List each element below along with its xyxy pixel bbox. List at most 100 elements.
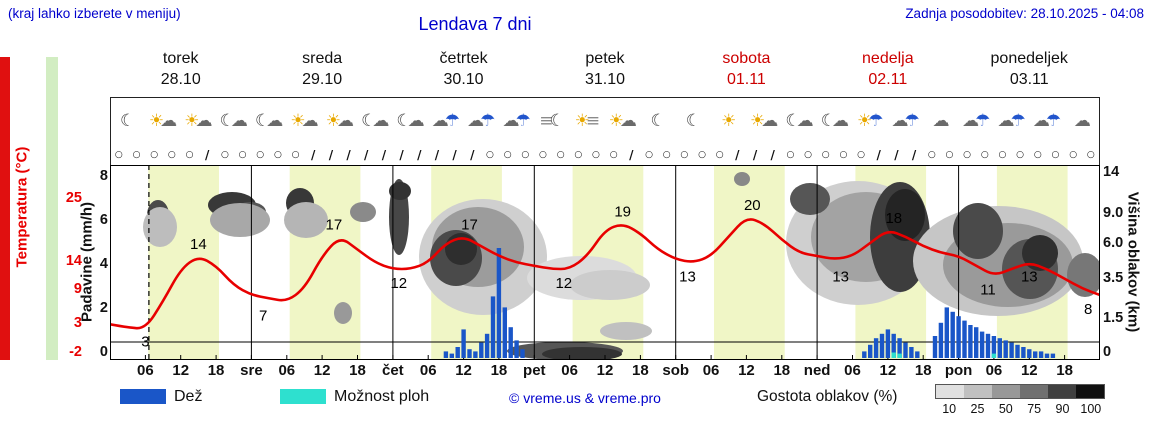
time-axis-label: 18 — [1056, 362, 1073, 379]
rain-bar — [514, 340, 519, 358]
temperature-value-label: 19 — [614, 204, 631, 221]
weather-glyph-icon: ☾ — [219, 111, 235, 131]
day-header-nedelja: nedelja 02.11 — [817, 50, 958, 94]
axis-tick: 8 — [99, 168, 108, 184]
day-date: 29.10 — [302, 71, 343, 88]
wind-calm-icon: ○ — [1069, 150, 1078, 160]
weather-icon: ☾ — [676, 111, 711, 131]
wind-barb-icon: / — [381, 148, 387, 162]
time-axis-label: 06 — [985, 362, 1003, 379]
wind-calm-icon: ○ — [1086, 150, 1095, 160]
weather-glyph-icon: ☁ — [195, 111, 213, 131]
day-header-sobota: sobota 01.11 — [676, 50, 817, 94]
rain-bar — [868, 344, 873, 358]
weather-glyph-icon: ☁ — [336, 111, 354, 131]
copyright-link[interactable]: © vreme.us & vreme.pro — [509, 390, 661, 406]
wind-barb-icon: / — [770, 148, 775, 162]
rain-bar — [1033, 351, 1038, 358]
rain-bar — [496, 248, 502, 358]
day-header-četrtek: četrtek 30.10 — [393, 50, 534, 94]
axis-tick: -2 — [69, 344, 82, 360]
rain-bar — [508, 327, 513, 358]
weather-glyph-icon: ☾ — [785, 111, 801, 131]
weather-glyph-icon: ☁ — [230, 111, 248, 131]
wind-barb-icon: / — [629, 148, 634, 162]
weather-glyph-icon: ☁ — [962, 111, 980, 131]
rain-bar — [520, 349, 525, 358]
time-axis-label: 12 — [1020, 362, 1038, 379]
day-header-torek: torek 28.10 — [110, 50, 251, 94]
weather-glyph-icon: ☾ — [549, 111, 565, 131]
weather-icon: ☁☂ — [499, 111, 534, 131]
weather-glyph-icon: ☁ — [407, 111, 425, 131]
shower-mark — [897, 353, 902, 358]
rain-bar — [1044, 353, 1050, 358]
time-axis-label: 12 — [596, 362, 614, 379]
weather-icon: ☀☁ — [145, 111, 180, 131]
rain-bar — [467, 349, 472, 358]
time-axis-label: 18 — [490, 362, 508, 379]
weather-glyph-icon: ☾ — [650, 111, 666, 131]
weather-glyph-icon: ☀ — [721, 111, 737, 131]
rain-bar — [938, 322, 944, 358]
day-headers: torek 28.10 sreda 29.10 četrtek 30.10 petek 31.… — [110, 50, 1100, 94]
weather-icon: ≡☾ — [534, 111, 569, 131]
weather-glyph-icon: ☁ — [502, 111, 520, 131]
time-axis-label: 06 — [137, 362, 154, 379]
wind-barb-icon: / — [735, 148, 740, 162]
temperature-value-label: 13 — [679, 269, 696, 286]
wind-calm-icon: ○ — [821, 150, 830, 160]
weather-glyph-icon: ☾ — [685, 111, 702, 131]
weather-glyph-icon: ☾ — [120, 111, 136, 131]
wind-calm-icon: ○ — [609, 150, 618, 160]
temperature-value-label: 18 — [885, 210, 902, 227]
weather-glyph-icon: ≡ — [585, 111, 601, 131]
day-header-petek: petek 31.10 — [534, 50, 675, 94]
wind-calm-icon: ○ — [857, 150, 865, 160]
wind-calm-icon: ○ — [167, 150, 176, 160]
wind-calm-icon: ○ — [1016, 150, 1025, 160]
last-update: Zadnja posodobitev: 28.10.2025 - 04:08 — [905, 6, 1144, 21]
weather-icon: ☀☁ — [605, 111, 640, 131]
weather-icon: ☀☁ — [746, 111, 781, 131]
wind-calm-icon: ○ — [185, 150, 194, 160]
day-header-ponedeljek: ponedeljek 03.11 — [959, 50, 1100, 94]
weather-glyph-icon: ☀ — [290, 111, 306, 131]
rain-bar — [932, 336, 938, 358]
rain-bar — [443, 351, 449, 358]
rain-bar — [461, 329, 466, 358]
wind-calm-icon: ○ — [927, 150, 936, 160]
axis-tick: 14 — [1103, 164, 1120, 180]
day-date: 30.10 — [443, 71, 484, 88]
day-name: ponedeljek — [990, 50, 1068, 67]
density-segment — [1048, 385, 1076, 398]
wind-calm-icon: ○ — [592, 150, 600, 160]
rain-bar — [903, 342, 908, 358]
weather-icon: ☾☁ — [358, 111, 393, 131]
temperature-scale-strip — [0, 57, 10, 360]
weather-glyph-icon: ☀ — [325, 111, 341, 131]
time-axis-label: pet — [523, 362, 546, 379]
rain-bar — [897, 338, 902, 358]
wind-calm-icon: ○ — [698, 150, 706, 160]
rain-legend-swatch — [120, 389, 166, 404]
temperature-curve — [110, 218, 1100, 330]
wind-barb-icon: / — [364, 148, 369, 162]
weather-glyph-icon: ☁ — [301, 111, 319, 131]
day-header-sreda: sreda 29.10 — [251, 50, 392, 94]
weather-glyph-icon: ☀ — [574, 111, 590, 131]
temperature-value-label: 7 — [259, 308, 267, 325]
wind-barb-icon: / — [346, 148, 351, 162]
rain-bar — [956, 316, 961, 358]
weather-glyph-icon: ☁ — [796, 111, 814, 131]
day-name: nedelja — [862, 50, 914, 67]
weather-icon: ☁ — [923, 111, 958, 131]
wind-barb-icon: / — [399, 148, 404, 162]
rain-bar — [997, 338, 1002, 358]
weather-glyph-icon: ☀ — [608, 111, 624, 131]
weather-icon: ☀≡ — [570, 111, 605, 131]
rain-bar — [891, 333, 896, 358]
temperature-value-label: 11 — [980, 282, 996, 299]
rain-bar — [885, 329, 891, 358]
